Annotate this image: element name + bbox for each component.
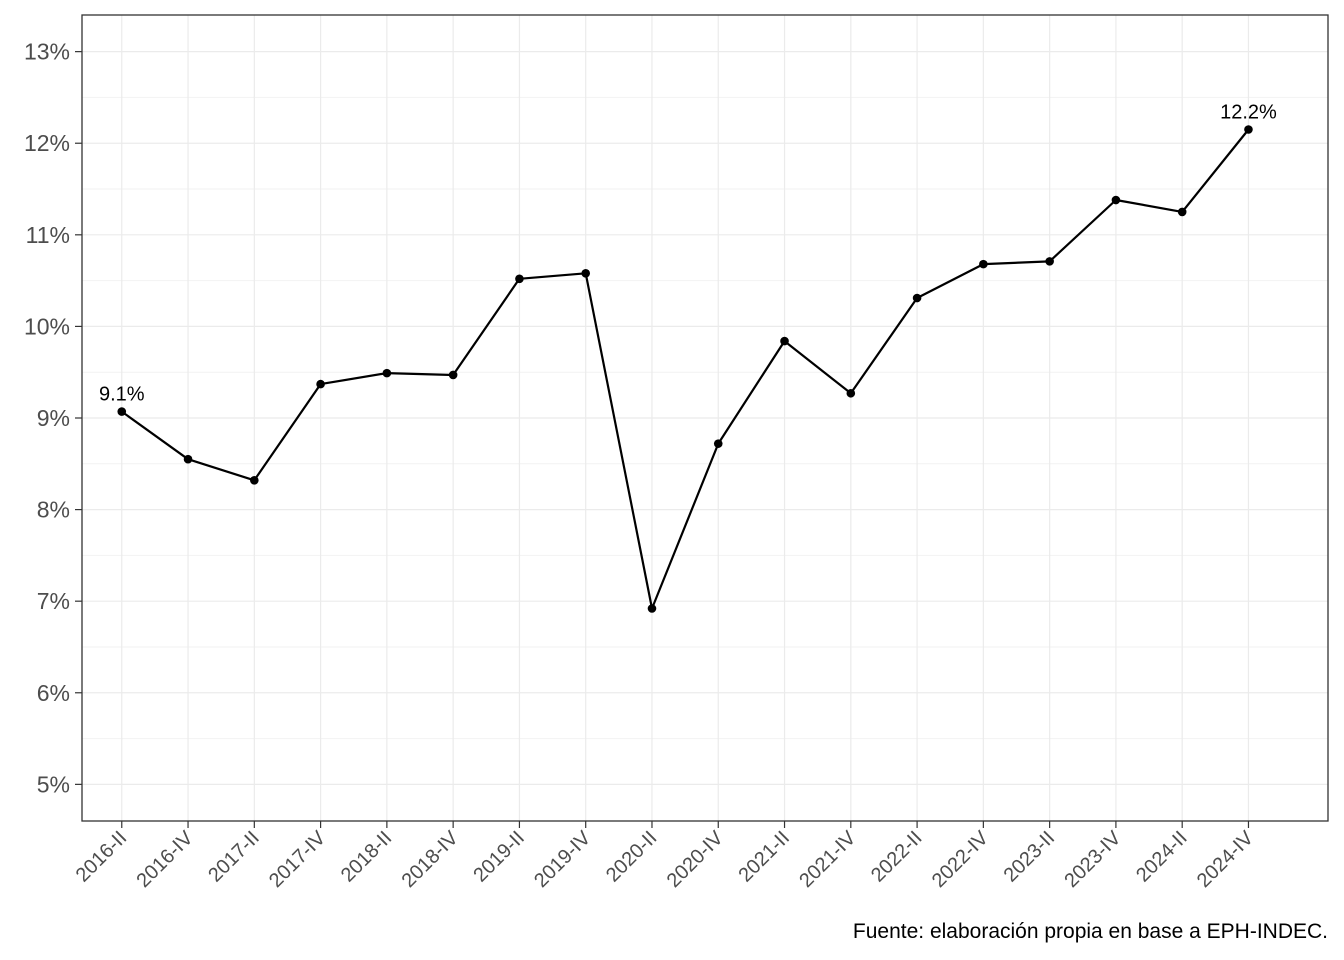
- series-line: [121, 128, 1250, 610]
- x-tick-label: 2018-IV: [398, 827, 464, 893]
- x-tick-label: 2024-IV: [1193, 827, 1259, 893]
- y-tick-label: 5%: [37, 771, 70, 797]
- x-tick-label: 2019-II: [469, 827, 529, 887]
- x-tick-label: 2023-II: [1000, 827, 1060, 887]
- data-point: [1045, 257, 1054, 266]
- data-point: [713, 439, 723, 448]
- x-tick-label: 2021-IV: [795, 827, 861, 893]
- x-tick-label: 2016-IV: [132, 827, 198, 893]
- x-tick-label: 2023-IV: [1060, 827, 1126, 893]
- data-point: [250, 475, 259, 485]
- y-tick-label: 13%: [24, 39, 70, 65]
- data-label: 12.2%: [1220, 101, 1277, 123]
- major-gridlines: [82, 15, 1328, 821]
- y-tick-label: 10%: [24, 313, 70, 339]
- x-tick-label: 2024-II: [1132, 827, 1192, 887]
- y-tick-label: 8%: [37, 497, 70, 523]
- data-label: 9.1%: [99, 384, 145, 406]
- minor-gridlines: [82, 96, 1328, 740]
- x-tick-label: 2020-IV: [663, 827, 729, 893]
- data-point: [382, 368, 392, 378]
- data-point: [1177, 207, 1187, 217]
- data-point: [979, 259, 988, 269]
- y-tick-label: 11%: [26, 222, 70, 248]
- x-tick-label: 2020-II: [602, 827, 662, 887]
- y-tick-label: 9%: [37, 405, 70, 431]
- source-caption: Fuente: elaboración propia en base a EPH…: [852, 920, 1328, 943]
- data-point: [780, 336, 789, 346]
- data-point: [581, 268, 591, 278]
- x-tick-label: 2017-II: [204, 827, 264, 887]
- data-point: [1111, 195, 1121, 205]
- data-point: [117, 407, 127, 416]
- x-tick-label: 2017-IV: [265, 827, 331, 893]
- y-axis: 5% 6% 7% 8% 9% 10% 11% 12% 13%: [24, 39, 82, 797]
- data-point: [1244, 125, 1253, 134]
- data-labels: 9.1% 12.2%: [99, 101, 1277, 405]
- x-tick-label: 2022-II: [867, 827, 927, 887]
- x-tick-label: 2016-II: [72, 827, 132, 887]
- x-axis: 2016-II 2016-IV 2017-II 2017-IV 2018-II 2018-…: [72, 821, 1259, 893]
- data-point: [846, 388, 856, 398]
- series-layer: [117, 125, 1253, 613]
- y-tick-label: 6%: [37, 680, 70, 706]
- y-tick-label: 12%: [24, 130, 70, 156]
- x-tick-label: 2019-IV: [530, 827, 596, 893]
- data-point: [912, 293, 922, 303]
- x-tick-label: 2022-IV: [928, 827, 994, 893]
- data-point: [448, 370, 458, 380]
- data-point: [183, 454, 193, 464]
- data-point: [647, 604, 657, 613]
- x-tick-label: 2018-II: [337, 827, 397, 887]
- y-tick-label: 7%: [37, 588, 70, 614]
- x-tick-label: 2021-II: [734, 827, 794, 887]
- data-point: [316, 379, 325, 389]
- data-point: [515, 274, 524, 284]
